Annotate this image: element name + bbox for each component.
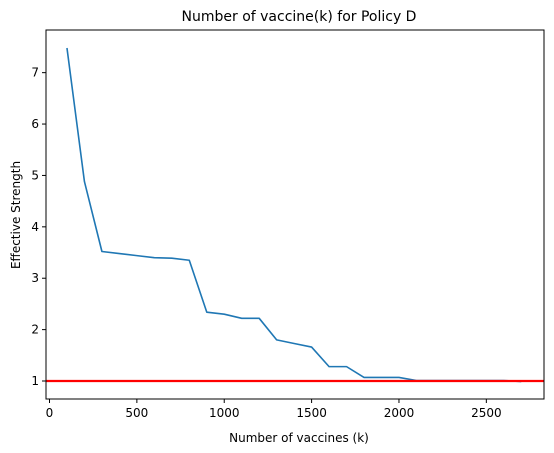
plot-area — [46, 47, 544, 383]
x-tick-label: 2000 — [384, 406, 415, 420]
y-tick-label: 3 — [31, 271, 39, 285]
y-tick-label: 2 — [31, 323, 39, 337]
y-tick-label: 5 — [31, 168, 39, 182]
y-tick-label: 6 — [31, 117, 39, 131]
x-tick-label: 1000 — [209, 406, 240, 420]
axes: 0 500 1000 1500 2000 2500 1 2 3 4 5 6 7 — [31, 29, 545, 420]
x-tick-label: 1500 — [296, 406, 327, 420]
x-tick-label: 500 — [125, 406, 148, 420]
plot-frame — [45, 29, 545, 400]
x-tick-label: 0 — [46, 406, 54, 420]
series-line-0 — [66, 47, 522, 383]
y-tick-label: 7 — [31, 66, 39, 80]
y-tick-label: 4 — [31, 220, 39, 234]
y-tick-label: 1 — [31, 374, 39, 388]
x-tick-label: 2500 — [471, 406, 502, 420]
chart-title: Number of vaccine(k) for Policy D — [182, 9, 417, 25]
y-axis-label: Effective Strength — [9, 161, 23, 269]
x-axis-label: Number of vaccines (k) — [229, 431, 369, 445]
